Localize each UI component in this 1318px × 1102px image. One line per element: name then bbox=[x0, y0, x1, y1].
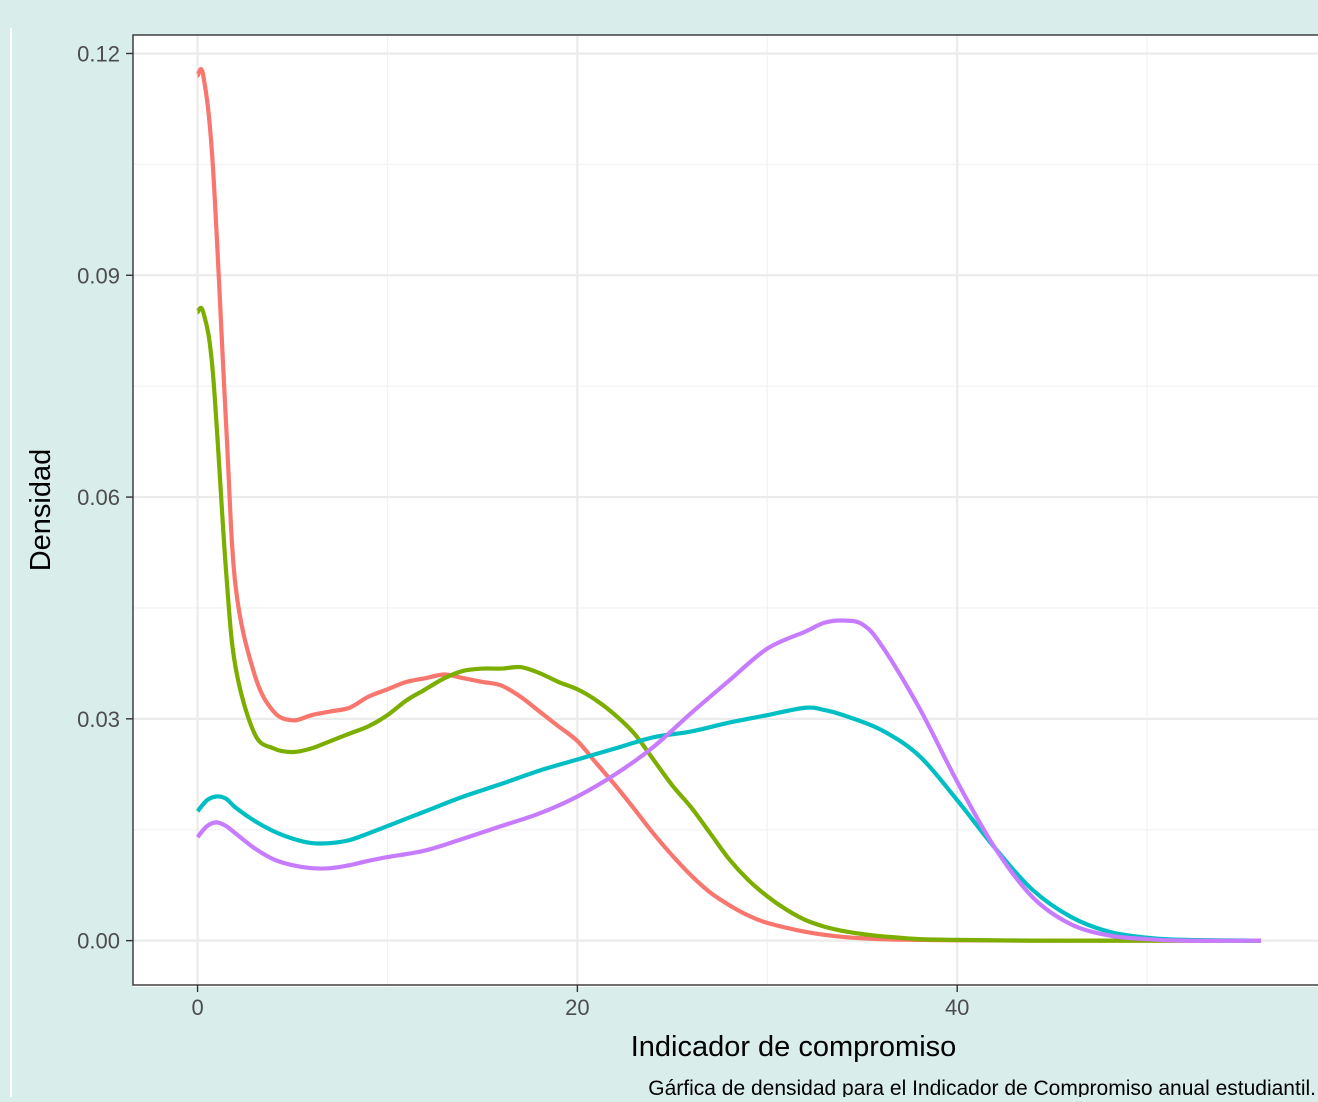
left-edge-strip bbox=[10, 28, 12, 1097]
plot-panel-border bbox=[132, 34, 1318, 986]
y-axis-label: Densidad bbox=[25, 449, 57, 572]
x-tick-label: 20 bbox=[565, 995, 589, 1020]
x-tick-label: 0 bbox=[191, 995, 203, 1020]
x-axis-label: Indicador de compromiso bbox=[631, 1031, 957, 1063]
chart-caption: Gárfica de densidad para el Indicador de… bbox=[648, 1077, 1316, 1097]
series-line-red bbox=[195, 67, 1262, 943]
plot-panel bbox=[133, 35, 1318, 987]
y-tick-label: 0.12 bbox=[77, 41, 120, 66]
y-tick-label: 0.06 bbox=[77, 485, 120, 510]
x-tick-label: 40 bbox=[945, 995, 969, 1020]
series-line-green bbox=[195, 305, 1262, 943]
y-tick-label: 0.09 bbox=[77, 263, 120, 288]
series-line-purple bbox=[195, 618, 1262, 943]
y-axis: 0.00 0.03 0.06 0.09 0.12 bbox=[77, 41, 133, 954]
y-tick-label: 0.03 bbox=[77, 707, 120, 732]
series-layer bbox=[195, 67, 1262, 943]
y-tick-label: 0.00 bbox=[77, 929, 120, 954]
minor-gridlines bbox=[133, 35, 1318, 985]
x-axis: 0 20 40 bbox=[191, 985, 969, 1020]
